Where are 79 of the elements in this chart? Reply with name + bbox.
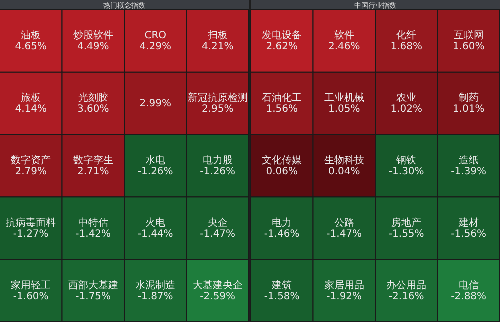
data-label: -1.26% bbox=[200, 166, 236, 178]
data-label: 1.02% bbox=[390, 104, 423, 116]
data-label: 4.14% bbox=[15, 104, 48, 116]
category-label: 制药 bbox=[458, 92, 479, 104]
data-label: -1.60% bbox=[13, 291, 49, 302]
category-label: 办公用品 bbox=[386, 279, 427, 292]
category-label: 石油化工 bbox=[262, 92, 302, 104]
data-label: 1.68% bbox=[390, 42, 423, 53]
data-label: 0.04% bbox=[328, 166, 360, 178]
category-label: 电力 bbox=[272, 216, 292, 229]
category-label: 油板 bbox=[21, 30, 42, 42]
category-label: 数字孪生 bbox=[73, 154, 114, 166]
category-label: 抗病毒面料 bbox=[6, 216, 56, 229]
category-label: 家居用品 bbox=[324, 279, 364, 292]
data-label: -1.87% bbox=[138, 291, 174, 302]
category-label: 新冠抗原检测 bbox=[188, 92, 248, 104]
category-label: 公路 bbox=[334, 216, 354, 229]
category-label: 建材 bbox=[458, 216, 479, 229]
category-label: 农业 bbox=[396, 92, 417, 104]
category-label: 软件 bbox=[334, 30, 354, 42]
category-label: 扫板 bbox=[206, 30, 228, 42]
category-label: 水电 bbox=[146, 154, 166, 166]
category-label: 家用轻工 bbox=[11, 279, 52, 292]
data-label: 1.56% bbox=[266, 104, 298, 116]
data-label: -2.88% bbox=[451, 291, 487, 302]
category-label: 建筑 bbox=[271, 279, 292, 292]
category-label: 发电设备 bbox=[262, 30, 302, 42]
category-label: 文化传媒 bbox=[262, 154, 302, 166]
category-label: 水泥制造 bbox=[136, 279, 176, 292]
data-label: -1.58% bbox=[264, 291, 300, 302]
data-label: 3.60% bbox=[77, 104, 110, 116]
category-label: 化纤 bbox=[396, 30, 417, 42]
category-label: 火电 bbox=[146, 216, 166, 229]
data-label: 2.99% bbox=[140, 98, 172, 110]
category-label: 央企 bbox=[208, 216, 228, 229]
data-label: 4.21% bbox=[202, 42, 234, 53]
data-label: 1.05% bbox=[328, 104, 360, 116]
category-label: 大基建央企 bbox=[192, 279, 243, 292]
category-label: 数字资产 bbox=[11, 154, 52, 166]
category-label: 工业机械 bbox=[324, 92, 364, 104]
data-label: 4.49% bbox=[77, 42, 110, 53]
data-label: -1.47% bbox=[200, 228, 236, 240]
data-label: -1.75% bbox=[76, 291, 112, 302]
data-label: -1.55% bbox=[388, 228, 424, 240]
data-label: 1.60% bbox=[452, 42, 485, 53]
data-label: 2.79% bbox=[15, 166, 48, 178]
category-label: 电力股 bbox=[202, 154, 233, 166]
data-label: 2.95% bbox=[202, 104, 234, 116]
data-label: -2.16% bbox=[388, 291, 424, 302]
category-label: 光刻胶 bbox=[78, 92, 108, 104]
category-label: 炒股软件 bbox=[73, 30, 114, 42]
data-label: -1.30% bbox=[388, 166, 424, 178]
data-label: 4.65% bbox=[15, 42, 48, 53]
data-label: 0.06% bbox=[266, 166, 298, 178]
data-label: 4.29% bbox=[140, 42, 172, 53]
data-label: -1.47% bbox=[326, 228, 362, 240]
data-label: -1.42% bbox=[76, 228, 112, 240]
category-label: CRO bbox=[144, 30, 167, 42]
category-label: 电信 bbox=[458, 279, 479, 292]
data-label: -1.26% bbox=[138, 166, 174, 178]
data-label: -2.59% bbox=[200, 291, 236, 302]
data-label: -1.56% bbox=[451, 228, 487, 240]
data-label: -1.44% bbox=[138, 228, 174, 240]
category-label: 互联网 bbox=[454, 30, 484, 42]
data-label: 1.01% bbox=[452, 104, 485, 116]
category-label: 生物科技 bbox=[324, 154, 364, 166]
data-label: 2.62% bbox=[266, 42, 298, 53]
data-label: -1.92% bbox=[326, 291, 362, 302]
category-label: 造纸 bbox=[458, 154, 479, 166]
category-label: 房地产 bbox=[392, 216, 422, 229]
data-label: -1.39% bbox=[451, 166, 487, 178]
data-label: 2.71% bbox=[77, 166, 110, 178]
data-label: -1.46% bbox=[264, 228, 300, 240]
category-label: 钢铁 bbox=[396, 154, 417, 166]
category-label: 西部大基建 bbox=[68, 279, 118, 292]
data-label: -1.27% bbox=[13, 228, 49, 240]
category-label: 旅板 bbox=[21, 92, 42, 104]
category-label: 中特估 bbox=[78, 216, 108, 229]
data-label: 2.46% bbox=[328, 42, 360, 53]
